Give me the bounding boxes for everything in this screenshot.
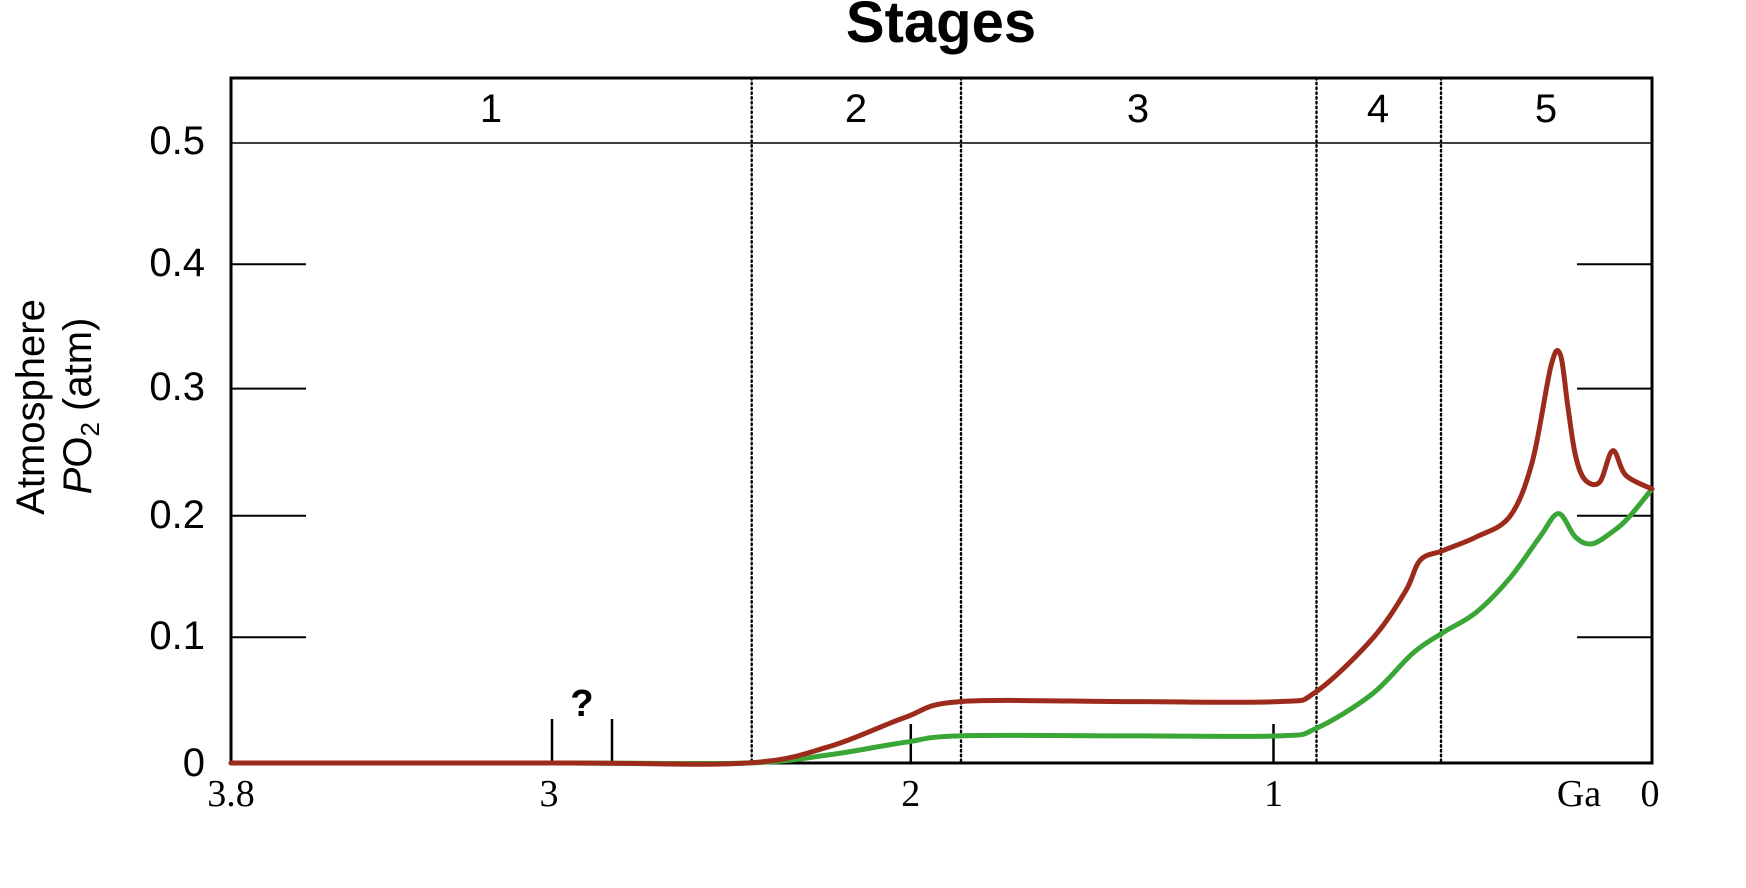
svg-text:0: 0 (183, 741, 205, 785)
svg-text:?: ? (570, 683, 593, 725)
svg-text:2: 2 (845, 87, 867, 131)
svg-text:2: 2 (901, 773, 920, 815)
svg-text:1: 1 (480, 87, 502, 131)
svg-text:0: 0 (1641, 773, 1660, 815)
svg-text:Stages: Stages (846, 0, 1036, 55)
svg-text:0.5: 0.5 (149, 119, 205, 163)
svg-text:3.8: 3.8 (207, 773, 255, 815)
svg-text:3: 3 (1127, 87, 1149, 131)
svg-text:0.2: 0.2 (149, 493, 205, 537)
svg-text:Ga: Ga (1557, 773, 1601, 815)
svg-text:PO2 (atm): PO2 (atm) (56, 318, 105, 495)
svg-text:0.3: 0.3 (149, 365, 205, 409)
svg-text:Atmosphere: Atmosphere (9, 299, 53, 515)
svg-text:5: 5 (1535, 87, 1557, 131)
svg-text:0.1: 0.1 (149, 614, 205, 658)
svg-text:0.4: 0.4 (149, 241, 205, 285)
svg-text:3: 3 (540, 773, 559, 815)
svg-text:1: 1 (1264, 773, 1283, 815)
svg-text:4: 4 (1367, 87, 1389, 131)
